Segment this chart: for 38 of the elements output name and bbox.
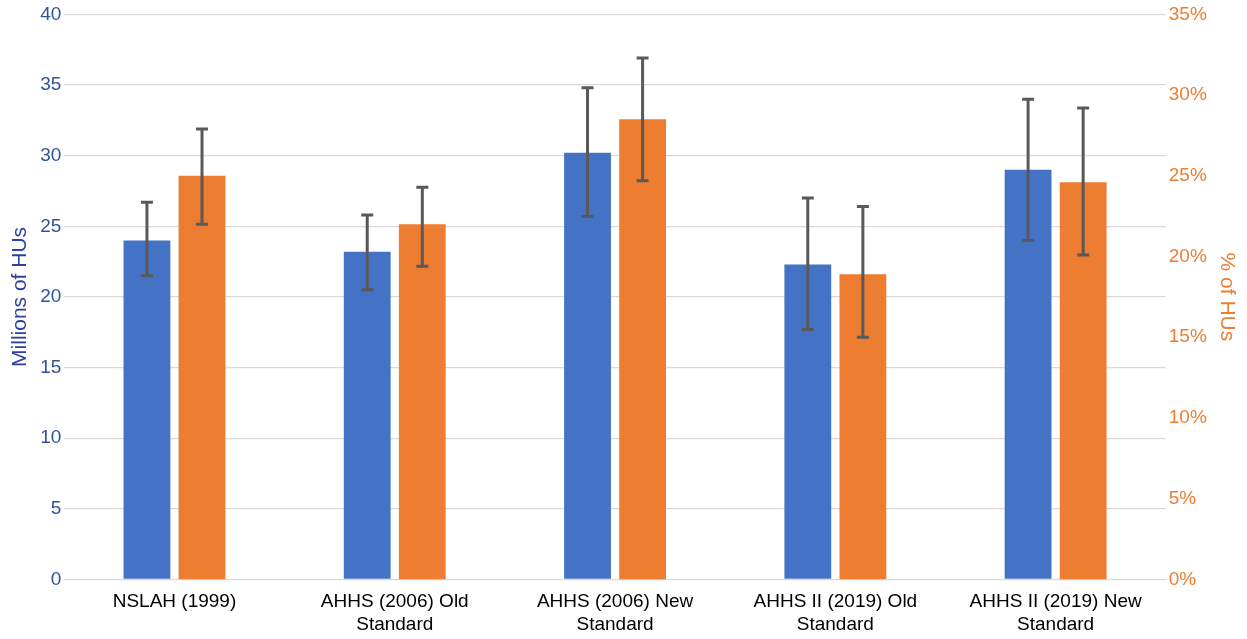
bar (398, 224, 446, 580)
category-label: Standard (1017, 612, 1095, 634)
bar (1059, 182, 1107, 580)
bar (564, 152, 611, 579)
y-tick-label: 5 (50, 497, 62, 519)
bar (839, 274, 887, 580)
bar (784, 264, 832, 579)
y2-tick-label: 25% (1168, 164, 1207, 186)
y2-axis-title: % of HUs (1216, 252, 1240, 342)
y2-tick-label: 35% (1168, 2, 1207, 24)
category-label: NSLAH (1999) (112, 590, 237, 612)
category-label: Standard (796, 612, 874, 634)
bar (619, 119, 666, 580)
y2-tick-label: 30% (1168, 83, 1207, 105)
y-tick-label: 10 (40, 426, 62, 448)
category-label: AHHS II (2019) Old (753, 590, 918, 612)
y2-tick-label: 10% (1168, 406, 1207, 428)
bar (343, 251, 391, 579)
y-tick-label: 15 (40, 355, 62, 377)
category-label: AHHS (2006) New (536, 590, 694, 612)
y-tick-label: 30 (40, 143, 62, 165)
y-tick-label: 0 (50, 567, 62, 589)
y2-tick-label: 20% (1168, 244, 1207, 266)
category-label: Standard (356, 612, 434, 634)
y-tick-label: 40 (40, 2, 62, 24)
y2-tick-label: 5% (1168, 486, 1197, 508)
category-label: Standard (576, 612, 654, 634)
category-label: AHHS II (2019) New (969, 590, 1142, 612)
y-tick-label: 25 (40, 214, 62, 236)
y2-tick-label: 15% (1168, 325, 1207, 347)
bar (1004, 169, 1052, 579)
bar (178, 175, 226, 580)
y-axis-title: Millions of HUs (7, 226, 31, 367)
category-label: AHHS (2006) Old (320, 590, 469, 612)
y2-tick-label: 0% (1168, 567, 1197, 589)
bar (123, 240, 171, 579)
y-tick-label: 20 (40, 285, 62, 307)
y-tick-label: 35 (40, 73, 62, 95)
